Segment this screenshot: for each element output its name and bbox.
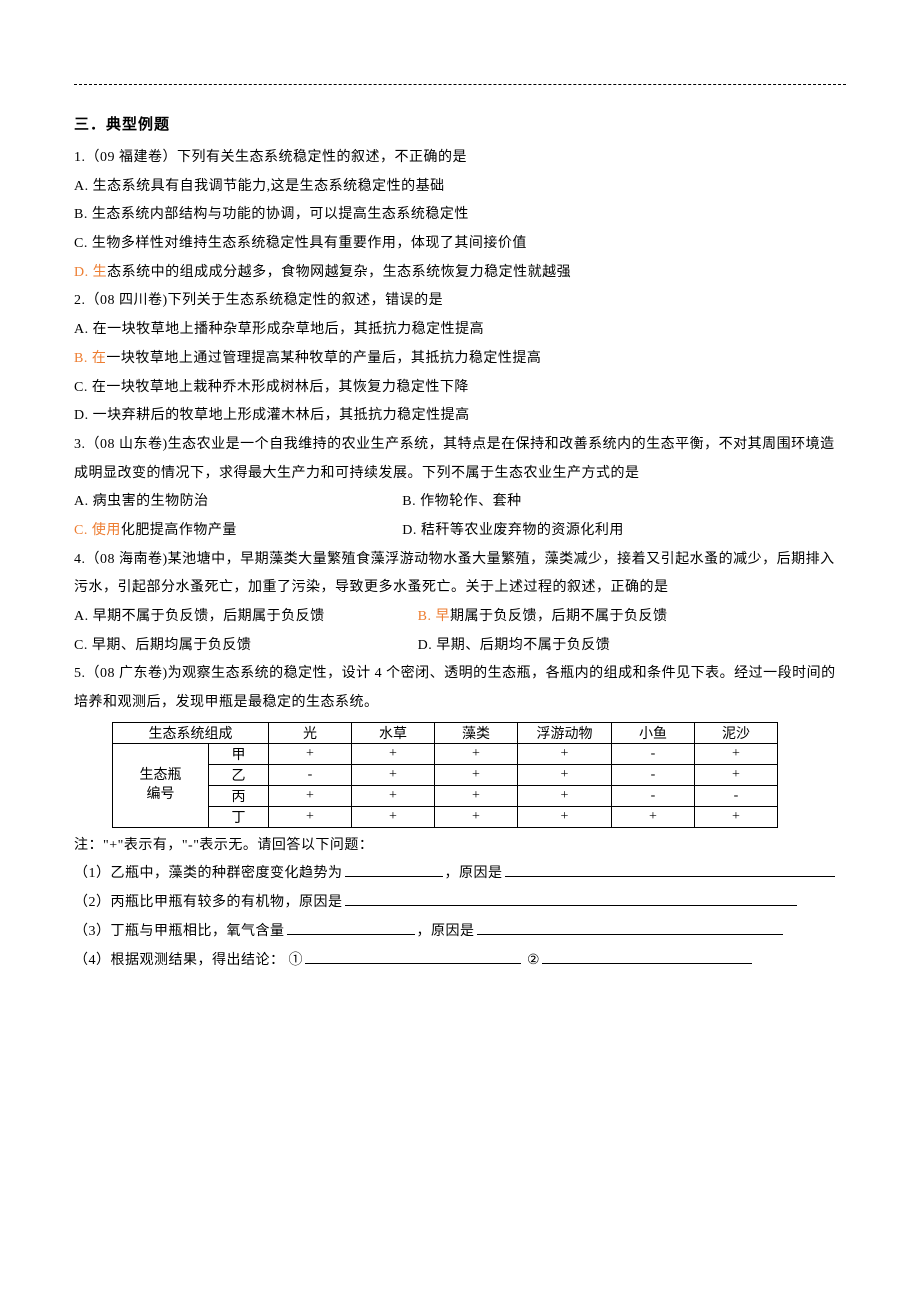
q5-sub4-text-a: （4）根据观测结果，得出结论： ① (74, 953, 303, 968)
table-cell: + (695, 806, 778, 827)
table-row-label: 甲 (209, 743, 269, 764)
blank-4a (305, 948, 521, 964)
blank-1a (345, 861, 443, 877)
table-cell: + (352, 764, 435, 785)
q2-b-highlight: B. 在 (74, 351, 106, 366)
q1-d-rest: 态系统中的组成成分越多，食物网越复杂，生态系统恢复力稳定性就越强 (107, 265, 571, 280)
table-col-header: 浮游动物 (518, 722, 612, 743)
table-cell: + (435, 743, 518, 764)
table-cell: - (612, 785, 695, 806)
q2-stem: 2.（08 四川卷)下列关于生态系统稳定性的叙述，错误的是 (74, 287, 846, 316)
q2-option-a: A. 在一块牧草地上播种杂草形成杂草地后，其抵抗力稳定性提高 (74, 316, 846, 345)
q5-stem: 5.（08 广东卷)为观察生态系统的稳定性，设计 4 个密闭、透明的生态瓶，各瓶… (74, 660, 846, 717)
table-cell: + (518, 806, 612, 827)
q1-option-d: D. 生态系统中的组成成分越多，食物网越复杂，生态系统恢复力稳定性就越强 (74, 259, 846, 288)
table-cell: + (435, 785, 518, 806)
top-rule (74, 84, 846, 85)
q2-option-b: B. 在一块牧草地上通过管理提高某种牧草的产量后，其抵抗力稳定性提高 (74, 345, 846, 374)
q3-option-c: C. 使用化肥提高作物产量 (74, 517, 398, 546)
q4-option-c: C. 早期、后期均属于负反馈 (74, 632, 414, 661)
q3-option-a: A. 病虫害的生物防治 (74, 488, 398, 517)
q5-sub3-text-a: （3）丁瓶与甲瓶相比，氧气含量 (74, 924, 285, 939)
table-cell: + (518, 764, 612, 785)
table-cell: + (435, 764, 518, 785)
q3-option-b: B. 作物轮作、套种 (402, 488, 834, 517)
table-side-span: 生态瓶编号 (113, 743, 209, 827)
q4-option-b: B. 早期属于负反馈，后期不属于负反馈 (418, 603, 668, 632)
blank-1b (505, 861, 835, 877)
q5-sub2: （2）丙瓶比甲瓶有较多的有机物，原因是 (74, 889, 846, 918)
table-cell: + (352, 743, 435, 764)
q1-option-a: A. 生态系统具有自我调节能力,这是生态系统稳定性的基础 (74, 173, 846, 202)
table-cell: + (269, 785, 352, 806)
table-col-header: 水草 (352, 722, 435, 743)
table-header-span: 生态系统组成 (113, 722, 269, 743)
table-col-header: 光 (269, 722, 352, 743)
table-row-label: 乙 (209, 764, 269, 785)
q2-option-d: D. 一块弃耕后的牧草地上形成灌木林后，其抵抗力稳定性提高 (74, 402, 846, 431)
q2-option-c: C. 在一块牧草地上栽种乔木形成树林后，其恢复力稳定性下降 (74, 374, 846, 403)
q5-sub2-text: （2）丙瓶比甲瓶有较多的有机物，原因是 (74, 895, 343, 910)
q4-options-row2: C. 早期、后期均属于负反馈 D. 早期、后期均不属于负反馈 (74, 632, 846, 661)
q4-stem: 4.（08 海南卷)某池塘中，早期藻类大量繁殖食藻浮游动物水蚤大量繁殖，藻类减少… (74, 546, 846, 603)
table-cell: + (352, 806, 435, 827)
table-cell: + (435, 806, 518, 827)
table-col-header: 泥沙 (695, 722, 778, 743)
q4-option-d: D. 早期、后期均不属于负反馈 (418, 632, 611, 661)
q4-options-row1: A. 早期不属于负反馈，后期属于负反馈 B. 早期属于负反馈，后期不属于负反馈 (74, 603, 846, 632)
q1-option-c: C. 生物多样性对维持生态系统稳定性具有重要作用，体现了其间接价值 (74, 230, 846, 259)
table-col-header: 藻类 (435, 722, 518, 743)
table-cell: - (695, 785, 778, 806)
q5-sub4-text-b: ② (523, 953, 540, 968)
table-row-label: 丙 (209, 785, 269, 806)
table-cell: + (352, 785, 435, 806)
table-cell: + (269, 806, 352, 827)
q1-d-highlight: D. 生 (74, 265, 107, 280)
table-cell: - (612, 764, 695, 785)
table-cell: + (269, 743, 352, 764)
table-cell: + (518, 743, 612, 764)
q3-option-d: D. 秸秆等农业废弃物的资源化利用 (402, 517, 834, 546)
table-row-label: 丁 (209, 806, 269, 827)
q1-option-b: B. 生态系统内部结构与功能的协调，可以提高生态系统稳定性 (74, 201, 846, 230)
q4-option-a: A. 早期不属于负反馈，后期属于负反馈 (74, 603, 414, 632)
blank-3b (477, 919, 783, 935)
table-cell: - (612, 743, 695, 764)
q1-stem: 1.（09 福建卷）下列有关生态系统稳定性的叙述，不正确的是 (74, 144, 846, 173)
q5-sub1-text-a: （1）乙瓶中，藻类的种群密度变化趋势为 (74, 866, 343, 881)
table-cell: + (518, 785, 612, 806)
q5-sub1: （1）乙瓶中，藻类的种群密度变化趋势为 ，原因是 (74, 860, 846, 889)
table-col-header: 小鱼 (612, 722, 695, 743)
table-cell: + (695, 764, 778, 785)
ecosystem-table: 生态系统组成光水草藻类浮游动物小鱼泥沙生态瓶编号甲++++-+乙-+++-+丙+… (112, 722, 778, 828)
q5-sub1-text-b: ，原因是 (445, 866, 503, 881)
table-cell: - (269, 764, 352, 785)
q3-c-highlight: C. 使用 (74, 523, 121, 538)
blank-3a (287, 919, 415, 935)
page-content: 三．典型例题 1.（09 福建卷）下列有关生态系统稳定性的叙述，不正确的是 A.… (0, 0, 920, 975)
q3-options-row2: C. 使用化肥提高作物产量 D. 秸秆等农业废弃物的资源化利用 (74, 517, 846, 546)
q3-options-row1: A. 病虫害的生物防治 B. 作物轮作、套种 (74, 488, 846, 517)
q5-sub3-text-b: ，原因是 (417, 924, 475, 939)
q3-stem: 3.（08 山东卷)生态农业是一个自我维持的农业生产系统，其特点是在保持和改善系… (74, 431, 846, 488)
q5-sub4: （4）根据观测结果，得出结论： ① ② (74, 947, 846, 976)
q5-note: 注："+"表示有，"-"表示无。请回答以下问题： (74, 832, 846, 861)
table-cell: + (612, 806, 695, 827)
q2-b-rest: 一块牧草地上通过管理提高某种牧草的产量后，其抵抗力稳定性提高 (106, 351, 541, 366)
q4-b-highlight: B. 早 (418, 609, 450, 624)
blank-2 (345, 890, 797, 906)
table-cell: + (695, 743, 778, 764)
blank-4b (542, 948, 752, 964)
q4-b-rest: 期属于负反馈，后期不属于负反馈 (450, 609, 668, 624)
section-title: 三．典型例题 (74, 113, 846, 134)
q3-c-rest: 化肥提高作物产量 (121, 523, 237, 538)
q5-sub3: （3）丁瓶与甲瓶相比，氧气含量 ，原因是 (74, 918, 846, 947)
